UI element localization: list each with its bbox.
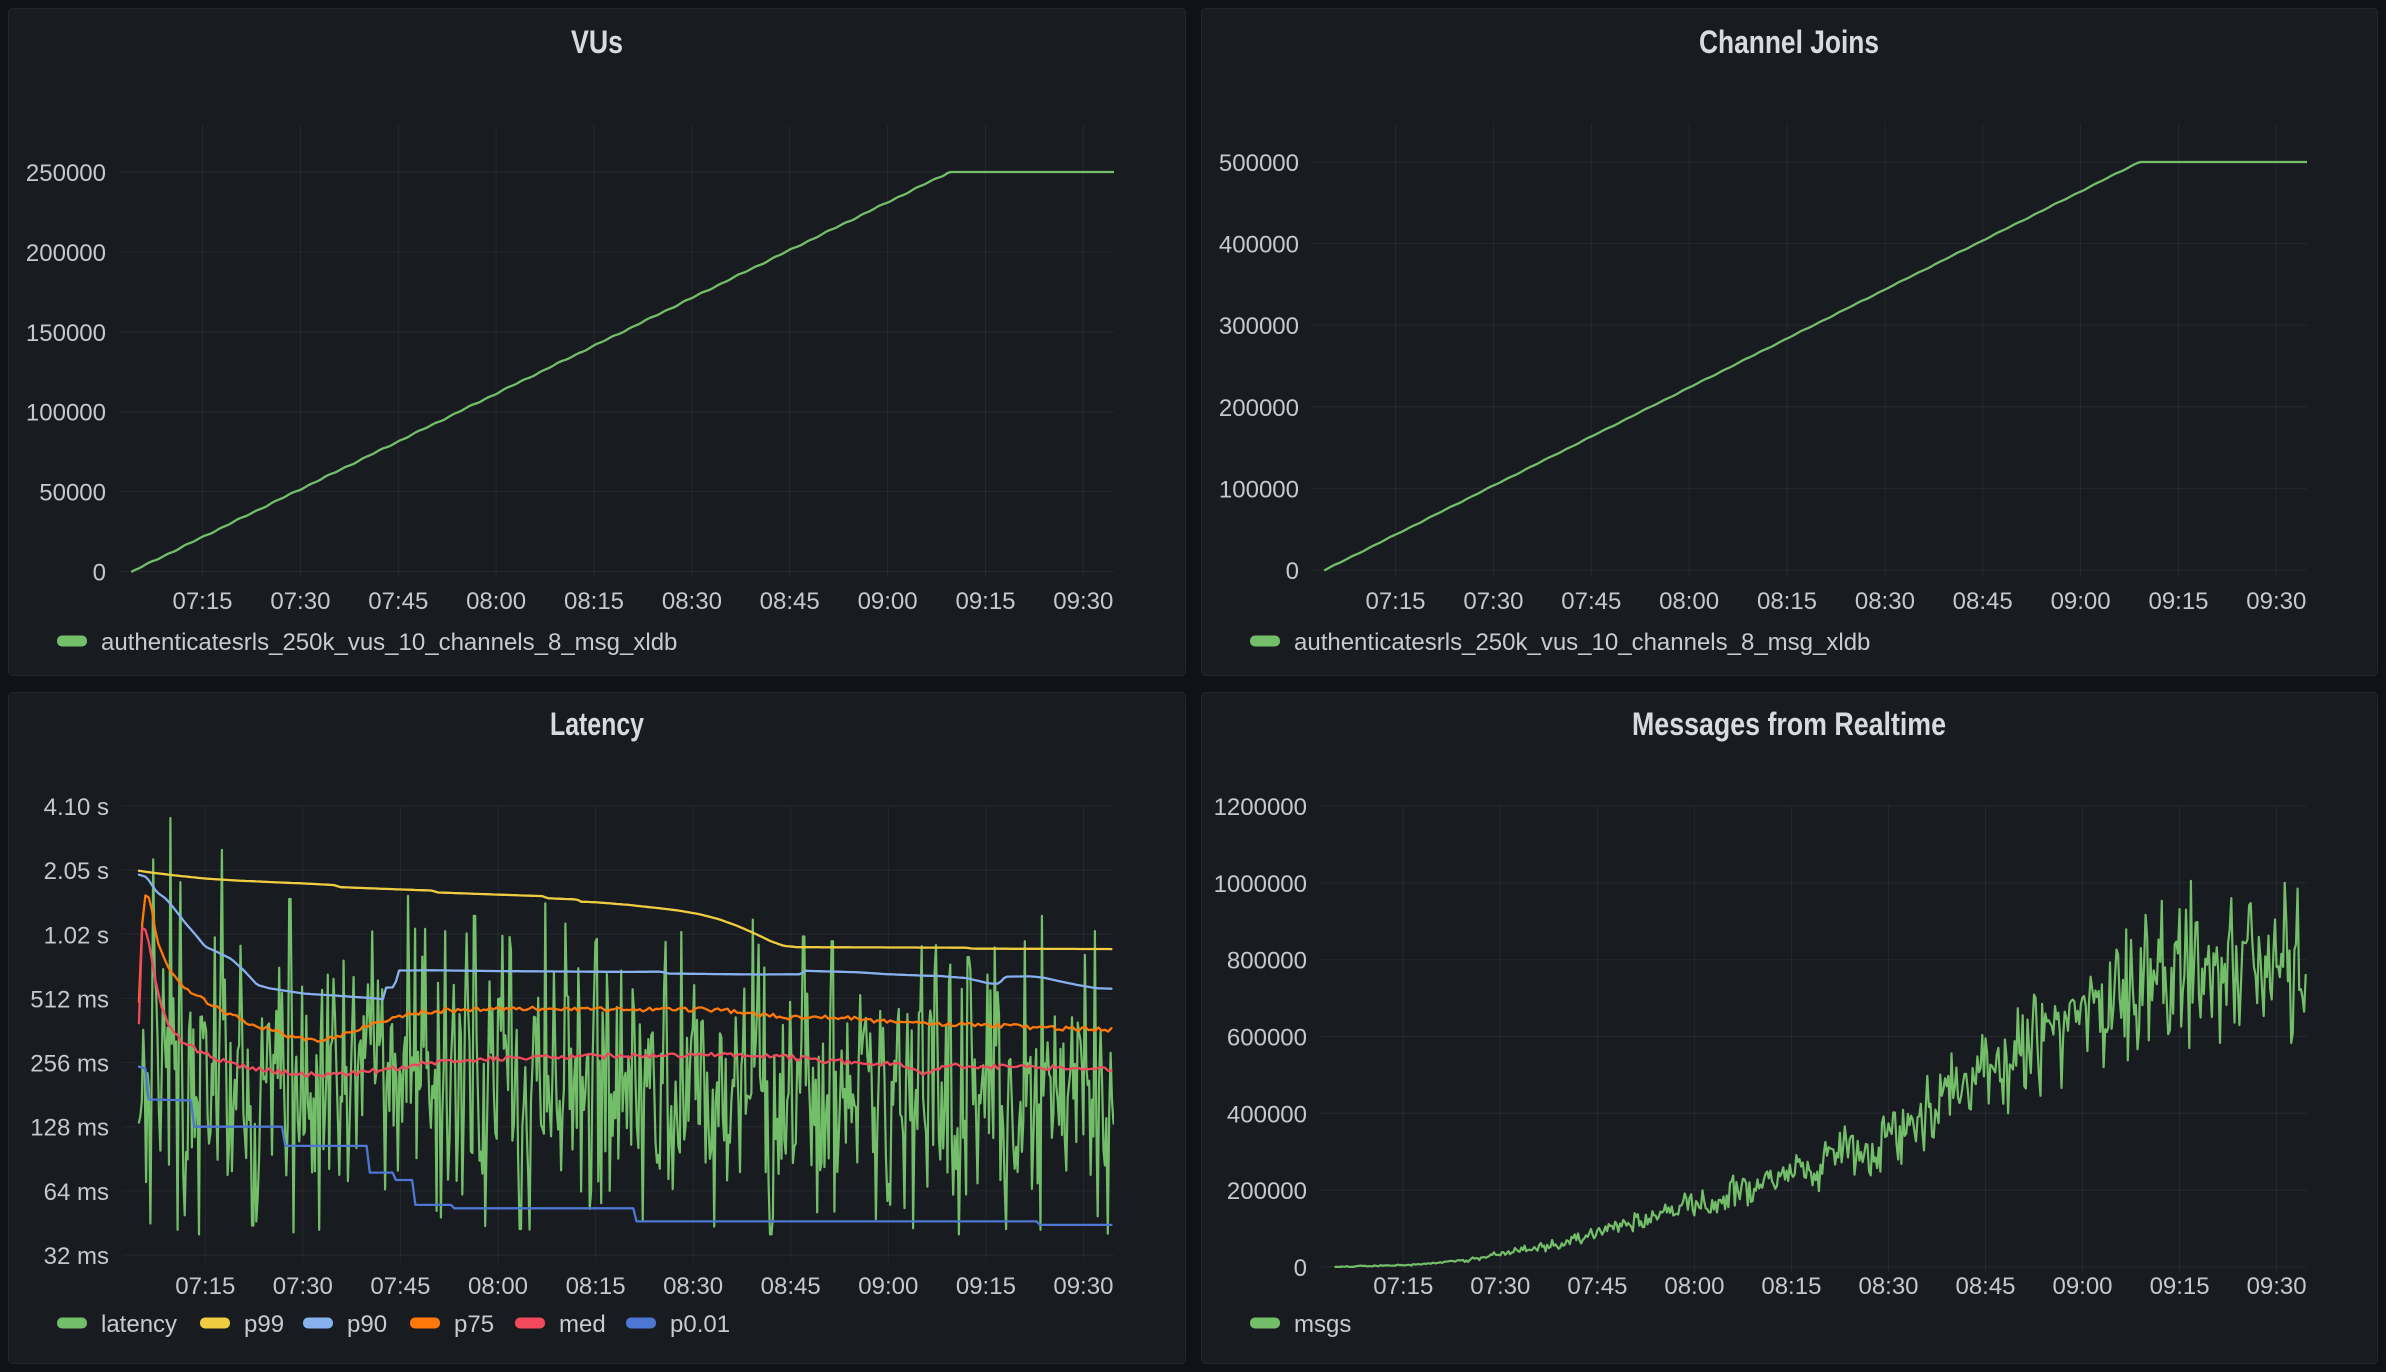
svg-text:07:45: 07:45 <box>1561 588 1621 615</box>
svg-text:08:00: 08:00 <box>466 588 526 615</box>
svg-text:07:15: 07:15 <box>1373 1273 1433 1300</box>
svg-text:p0.01: p0.01 <box>670 1311 730 1338</box>
svg-text:0: 0 <box>1286 558 1299 585</box>
svg-text:09:30: 09:30 <box>1053 588 1113 615</box>
svg-text:latency: latency <box>101 1311 177 1338</box>
svg-text:msgs: msgs <box>1294 1311 1351 1338</box>
svg-text:250000: 250000 <box>26 160 106 187</box>
svg-text:07:45: 07:45 <box>1567 1273 1627 1300</box>
svg-text:09:30: 09:30 <box>2246 588 2306 615</box>
svg-text:08:15: 08:15 <box>564 588 624 615</box>
svg-text:512 ms: 512 ms <box>30 986 109 1013</box>
svg-text:32 ms: 32 ms <box>44 1243 109 1270</box>
svg-text:08:45: 08:45 <box>760 588 820 615</box>
svg-text:09:30: 09:30 <box>1053 1273 1113 1300</box>
svg-text:1.02 s: 1.02 s <box>44 922 109 949</box>
svg-text:200000: 200000 <box>1219 395 1299 422</box>
svg-text:08:30: 08:30 <box>1855 588 1915 615</box>
svg-text:0: 0 <box>1294 1255 1307 1282</box>
svg-text:07:30: 07:30 <box>273 1273 333 1300</box>
svg-text:08:00: 08:00 <box>1659 588 1719 615</box>
svg-text:authenticatesrls_250k_vus_10_c: authenticatesrls_250k_vus_10_channels_8_… <box>101 629 677 656</box>
svg-text:07:15: 07:15 <box>172 588 232 615</box>
svg-text:4.10 s: 4.10 s <box>44 794 109 821</box>
svg-text:200000: 200000 <box>26 240 106 267</box>
svg-text:Messages from Realtime: Messages from Realtime <box>1632 706 1946 742</box>
svg-text:07:45: 07:45 <box>370 1273 430 1300</box>
svg-text:400000: 400000 <box>1227 1101 1307 1128</box>
svg-text:09:30: 09:30 <box>2247 1273 2307 1300</box>
svg-text:0: 0 <box>93 560 106 587</box>
svg-text:400000: 400000 <box>1219 232 1299 259</box>
svg-text:64 ms: 64 ms <box>44 1179 109 1206</box>
svg-text:09:15: 09:15 <box>955 588 1015 615</box>
svg-text:500000: 500000 <box>1219 150 1299 177</box>
svg-text:09:15: 09:15 <box>956 1273 1016 1300</box>
svg-text:09:00: 09:00 <box>858 1273 918 1300</box>
svg-text:1000000: 1000000 <box>1214 871 1307 898</box>
svg-text:07:15: 07:15 <box>175 1273 235 1300</box>
svg-text:09:00: 09:00 <box>858 588 918 615</box>
svg-text:08:45: 08:45 <box>1955 1273 2015 1300</box>
svg-text:08:15: 08:15 <box>1761 1273 1821 1300</box>
svg-text:07:30: 07:30 <box>1470 1273 1530 1300</box>
svg-text:p99: p99 <box>244 1311 284 1338</box>
svg-text:08:15: 08:15 <box>566 1273 626 1300</box>
svg-text:08:45: 08:45 <box>761 1273 821 1300</box>
svg-text:50000: 50000 <box>39 480 106 507</box>
svg-text:2.05 s: 2.05 s <box>44 858 109 885</box>
svg-text:08:30: 08:30 <box>662 588 722 615</box>
svg-text:300000: 300000 <box>1219 313 1299 340</box>
svg-text:150000: 150000 <box>26 320 106 347</box>
svg-text:Channel Joins: Channel Joins <box>1699 24 1879 60</box>
svg-text:med: med <box>559 1311 606 1338</box>
svg-text:09:15: 09:15 <box>2150 1273 2210 1300</box>
svg-text:08:15: 08:15 <box>1757 588 1817 615</box>
svg-text:VUs: VUs <box>571 24 623 60</box>
svg-text:08:30: 08:30 <box>1858 1273 1918 1300</box>
svg-text:800000: 800000 <box>1227 948 1307 975</box>
svg-text:p75: p75 <box>454 1311 494 1338</box>
svg-text:128 ms: 128 ms <box>30 1115 109 1142</box>
svg-text:08:45: 08:45 <box>1953 588 2013 615</box>
svg-text:08:30: 08:30 <box>663 1273 723 1300</box>
svg-text:07:30: 07:30 <box>270 588 330 615</box>
svg-text:07:45: 07:45 <box>368 588 428 615</box>
svg-text:256 ms: 256 ms <box>30 1051 109 1078</box>
svg-text:09:15: 09:15 <box>2148 588 2208 615</box>
svg-text:Latency: Latency <box>550 706 644 742</box>
svg-text:authenticatesrls_250k_vus_10_c: authenticatesrls_250k_vus_10_channels_8_… <box>1294 629 1870 656</box>
svg-text:100000: 100000 <box>26 400 106 427</box>
svg-text:08:00: 08:00 <box>1664 1273 1724 1300</box>
svg-text:07:15: 07:15 <box>1365 588 1425 615</box>
svg-text:09:00: 09:00 <box>2051 588 2111 615</box>
svg-text:600000: 600000 <box>1227 1025 1307 1052</box>
svg-text:1200000: 1200000 <box>1214 794 1307 821</box>
svg-text:100000: 100000 <box>1219 476 1299 503</box>
svg-text:09:00: 09:00 <box>2052 1273 2112 1300</box>
svg-text:p90: p90 <box>347 1311 387 1338</box>
svg-text:08:00: 08:00 <box>468 1273 528 1300</box>
svg-text:200000: 200000 <box>1227 1178 1307 1205</box>
svg-text:07:30: 07:30 <box>1463 588 1523 615</box>
